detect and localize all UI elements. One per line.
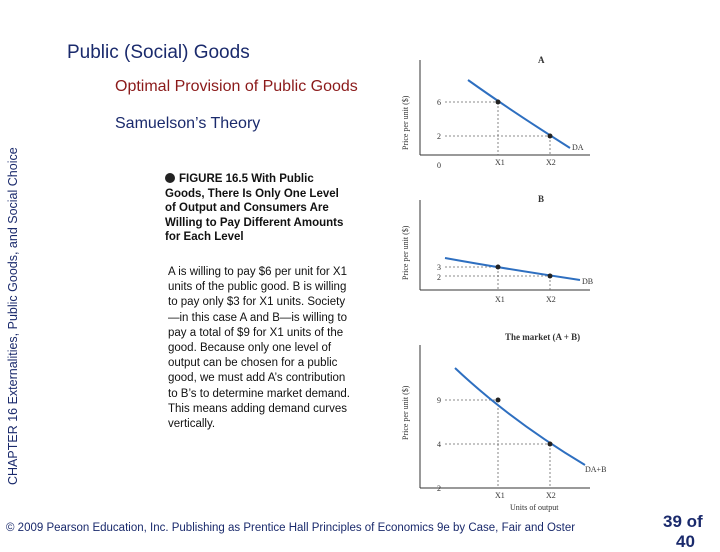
graph-market-curve-label: DA+B [585, 465, 606, 474]
graph-market-tick-9: 9 [437, 396, 441, 405]
graph-b-tick-2: 2 [437, 273, 441, 282]
graph-market-tick-2: 2 [437, 484, 441, 493]
graph-b-x2: X2 [546, 295, 556, 304]
graph-a-point-x2 [547, 133, 553, 139]
graph-a-tick-0: 0 [437, 161, 441, 170]
page-total: 40 [676, 532, 695, 551]
graph-market-demand-curve [454, 367, 586, 466]
graph-a-point-x1 [495, 99, 501, 105]
graph-b: B Price per unit ($) 3 2 X1 X2 DB [401, 194, 593, 304]
graph-a-curve-label: DA [572, 143, 584, 152]
graph-a-x1: X1 [495, 158, 505, 167]
graph-b-demand-curve [444, 257, 581, 281]
graph-market-label: The market (A + B) [505, 332, 580, 342]
section-heading: Samuelson’s Theory [115, 115, 261, 132]
graph-b-x1: X1 [495, 295, 505, 304]
graph-a-demand-curve [467, 79, 571, 149]
slide-subtitle: Optimal Provision of Public Goods [115, 78, 358, 95]
graph-a-ylabel: Price per unit ($) [401, 95, 410, 150]
graph-b-ylabel: Price per unit ($) [401, 225, 410, 280]
graph-b-label: B [538, 194, 544, 204]
graph-b-point-x1 [495, 264, 501, 270]
graph-a-x2: X2 [546, 158, 556, 167]
graph-a: A Price per unit ($) 6 2 0 X1 X2 DA [401, 55, 590, 170]
graph-a-tick-6: 6 [437, 98, 441, 107]
graph-b-tick-3: 3 [437, 263, 441, 272]
graph-market: The market (A + B) Price per unit ($) 9 … [401, 332, 606, 512]
graph-a-label: A [538, 55, 545, 65]
graph-market-xlabel: Units of output [510, 503, 559, 512]
explanation-text: A is willing to pay $6 per unit for X1 u… [168, 266, 350, 431]
graph-market-x1: X1 [495, 491, 505, 500]
graph-b-curve-label: DB [582, 277, 593, 286]
graph-market-ylabel: Price per unit ($) [401, 385, 410, 440]
graph-b-point-x2 [547, 273, 553, 279]
graph-a-tick-2: 2 [437, 132, 441, 141]
slide-title: Public (Social) Goods [67, 42, 250, 63]
figure-caption-text: FIGURE 16.5 With Public Goods, There Is … [165, 173, 344, 243]
graph-market-point-x1 [495, 397, 501, 403]
page-number: 39 of [663, 512, 703, 531]
figure-caption: FIGURE 16.5 With Public Goods, There Is … [165, 172, 345, 245]
graph-market-point-x2 [547, 441, 553, 447]
graph-market-x2: X2 [546, 491, 556, 500]
figure-bullet-icon [165, 173, 175, 183]
copyright-footer: © 2009 Pearson Education, Inc. Publishin… [6, 522, 576, 534]
graph-market-tick-4: 4 [437, 440, 441, 449]
demand-graphs: A Price per unit ($) 6 2 0 X1 X2 DA B Pr… [401, 55, 606, 512]
